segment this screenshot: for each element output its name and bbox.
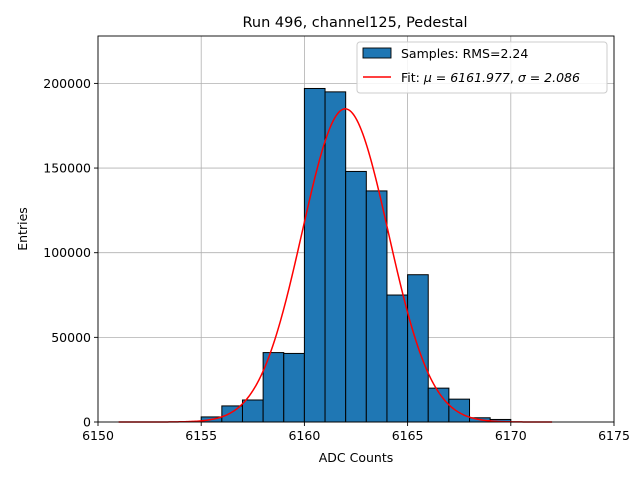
x-axis-label: ADC Counts (319, 450, 394, 465)
legend-fit-mu: μ = 6161.977 (423, 70, 510, 85)
y-axis-ticks: 0 50000 100000 150000 200000 (43, 76, 98, 430)
histogram-bar (386, 294, 409, 423)
legend-fit-separator: , (510, 70, 518, 85)
fit-curve-group (118, 108, 553, 423)
y-axis-label: Entries (15, 207, 30, 251)
histogram-bar (345, 170, 367, 423)
y-tick-label: 50000 (51, 330, 91, 345)
plot-frame (97, 35, 615, 423)
x-tick-label: 6165 (392, 428, 424, 443)
legend-fit-prefix: Fit: (401, 70, 424, 85)
legend-box (356, 41, 608, 94)
histogram-bars (200, 87, 512, 423)
x-tick-label: 6175 (598, 428, 630, 443)
x-axis-ticks: 6150 6155 6160 6165 6170 6175 (82, 422, 630, 443)
histogram-bar (365, 190, 388, 423)
legend-label-fit: Fit: μ = 6161.977, σ = 2.086 (401, 70, 580, 85)
fit-curve (118, 108, 553, 423)
y-tick-label: 200000 (43, 76, 91, 91)
y-tick-label: 0 (83, 415, 91, 430)
histogram-bar (221, 405, 243, 423)
y-tick-label: 100000 (43, 245, 91, 260)
x-tick-label: 6160 (288, 428, 320, 443)
histogram-bar (448, 398, 471, 423)
legend: Samples: RMS=2.24 Fit: μ = 6161.977, σ =… (356, 41, 608, 94)
x-tick-label: 6150 (82, 428, 114, 443)
histogram-bar (241, 399, 264, 423)
legend-swatch-histogram (362, 47, 392, 59)
legend-fit-sigma: σ = 2.086 (518, 70, 580, 85)
legend-label-histogram: Samples: RMS=2.24 (401, 46, 528, 61)
histogram-bar (303, 87, 326, 423)
histogram-bar (283, 352, 305, 423)
x-tick-label: 6170 (495, 428, 527, 443)
chart-title: Run 496, channel125, Pedestal (242, 15, 467, 31)
histogram-bar (324, 91, 347, 423)
y-tick-label: 150000 (43, 161, 91, 176)
x-tick-label: 6155 (185, 428, 217, 443)
